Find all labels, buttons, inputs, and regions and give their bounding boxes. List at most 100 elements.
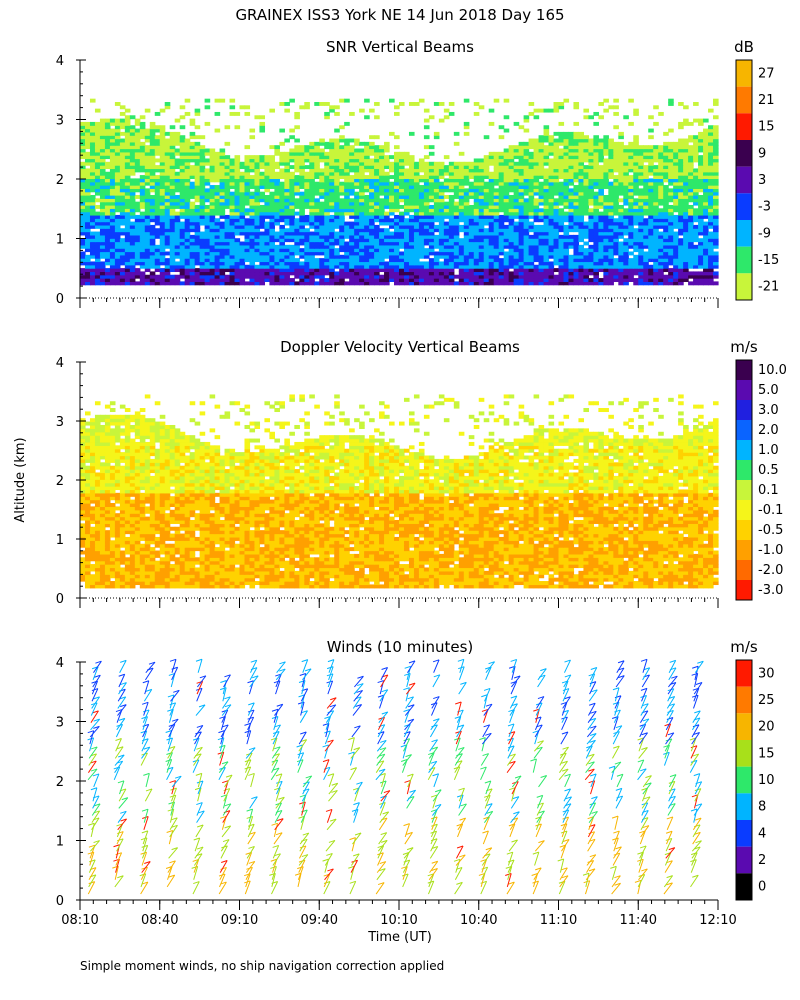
heatmap-cell [279, 214, 285, 219]
heatmap-cell [354, 261, 360, 266]
heatmap-cell [673, 271, 679, 276]
heatmap-cell [563, 278, 570, 282]
heatmap-cell [114, 278, 121, 282]
heatmap-cell [279, 271, 285, 276]
heatmap-cell [663, 168, 669, 173]
heatmap-cell [453, 195, 460, 199]
heatmap-cell [94, 258, 101, 263]
heatmap-cell [179, 155, 186, 160]
heatmap-cell [264, 224, 271, 229]
heatmap-cell [433, 168, 440, 173]
heatmap-cell [114, 234, 121, 239]
heatmap-cell [638, 254, 644, 259]
heatmap-cell [538, 195, 545, 199]
heatmap-cell [384, 238, 390, 243]
heatmap-cell [309, 165, 315, 170]
heatmap-cell [578, 221, 585, 226]
heatmap-cell [588, 151, 594, 156]
heatmap-cell [418, 185, 425, 189]
figure-footnote: Simple moment winds, no ship navigation … [80, 959, 444, 973]
heatmap-cell [623, 201, 629, 206]
heatmap-cell [438, 198, 445, 203]
heatmap-cell [249, 208, 256, 213]
heatmap-cell [628, 214, 634, 219]
heatmap-cell [523, 244, 530, 249]
heatmap-cell [618, 155, 624, 160]
heatmap-cell [408, 278, 415, 282]
heatmap-cell [164, 191, 171, 196]
heatmap-cell [124, 264, 131, 269]
heatmap-cell [668, 238, 674, 243]
heatmap-cell [399, 224, 405, 229]
heatmap-cell [264, 208, 271, 213]
heatmap-cell [219, 274, 226, 279]
heatmap-cell [394, 231, 400, 236]
heatmap-cell [124, 234, 131, 239]
heatmap-cell [89, 208, 96, 213]
heatmap-cell [249, 198, 256, 203]
heatmap-cell [628, 204, 634, 209]
heatmap-cell [538, 161, 545, 166]
heatmap-cell [144, 155, 151, 160]
heatmap-cell [463, 214, 470, 219]
heatmap-cell [324, 224, 330, 229]
heatmap-cell [588, 165, 594, 170]
heatmap-cell [289, 148, 295, 153]
heatmap-cell [239, 181, 246, 186]
heatmap-cell [379, 185, 385, 189]
heatmap-cell [99, 175, 106, 180]
heatmap-cell [673, 208, 679, 213]
heatmap-cell [329, 161, 335, 166]
heatmap-cell [548, 168, 555, 173]
heatmap-cell [553, 218, 560, 223]
heatmap-cell [344, 224, 350, 229]
heatmap-cell [189, 195, 196, 199]
heatmap-cell [458, 161, 465, 166]
heatmap-cell [309, 254, 315, 259]
heatmap-cell [583, 208, 590, 213]
heatmap-cell [648, 198, 654, 203]
heatmap-cell [314, 228, 320, 233]
heatmap-cell [344, 165, 350, 170]
heatmap-cell [643, 148, 649, 153]
heatmap-cell [588, 248, 594, 253]
heatmap-cell [269, 171, 275, 176]
heatmap-cell [324, 208, 330, 213]
heatmap-cell [354, 218, 360, 223]
heatmap-cell [349, 248, 355, 253]
heatmap-cell [578, 274, 585, 279]
heatmap-cell [264, 251, 271, 256]
heatmap-cell [483, 258, 490, 263]
heatmap-cell [458, 258, 465, 263]
heatmap-cell [80, 145, 86, 150]
heatmap-cell [349, 151, 355, 156]
heatmap-cell [394, 251, 400, 256]
heatmap-cell [663, 228, 669, 233]
heatmap-cell [119, 178, 126, 183]
heatmap-cell [558, 234, 565, 239]
heatmap-cell [538, 224, 545, 229]
heatmap-cell [623, 158, 629, 163]
heatmap-cell [648, 254, 654, 259]
heatmap-cell [344, 155, 350, 160]
heatmap-cell [94, 191, 101, 196]
heatmap-cell [169, 141, 176, 146]
heatmap-cell [394, 168, 400, 173]
heatmap-cell [80, 214, 86, 219]
heatmap-cell [403, 241, 410, 246]
heatmap-cell [493, 178, 500, 183]
heatmap-cell [608, 181, 614, 186]
heatmap-cell [89, 251, 96, 256]
heatmap-cell [458, 208, 465, 213]
heatmap-cell [643, 178, 649, 183]
heatmap-cell [284, 175, 290, 180]
heatmap-cell [234, 248, 241, 253]
heatmap-cell [379, 214, 385, 219]
heatmap-cell [369, 148, 375, 153]
heatmap-cell [608, 224, 614, 229]
heatmap-cell [324, 231, 330, 236]
heatmap-cell [169, 248, 176, 253]
heatmap-cell [284, 221, 290, 226]
heatmap-cell [294, 188, 300, 193]
heatmap-cell [423, 198, 430, 203]
